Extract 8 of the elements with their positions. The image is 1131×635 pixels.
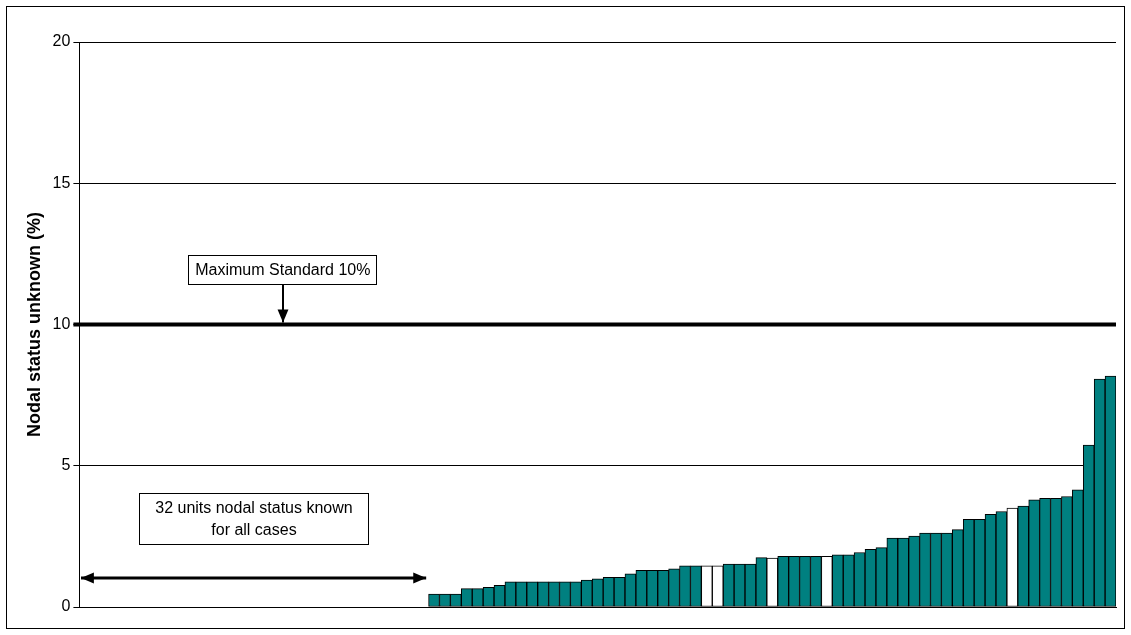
- y-tick-label: 15: [52, 173, 71, 191]
- y-tick-label: 0: [61, 597, 71, 615]
- annotation: 32 units nodal status known for all cases: [138, 493, 369, 545]
- y-tick-label: 20: [52, 32, 71, 50]
- ref-line-label: Maximum Standard 10%: [188, 254, 378, 285]
- y-axis-title: Nodal status unknown (%): [23, 211, 44, 437]
- y-tick-label: 10: [52, 314, 71, 332]
- y-tick-label: 5: [61, 456, 71, 474]
